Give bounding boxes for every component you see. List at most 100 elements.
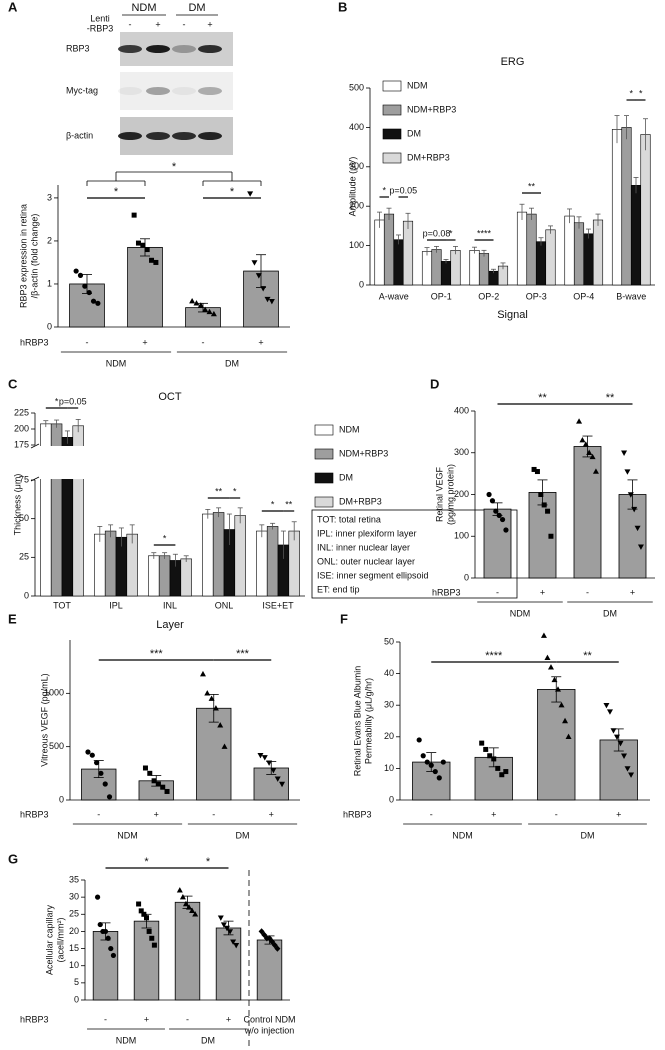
row-label: hRBP3 — [20, 337, 49, 347]
significance-label: * — [629, 88, 633, 98]
data-point — [487, 753, 493, 759]
blot-band — [172, 132, 196, 140]
y-tick-label: 0 — [389, 794, 394, 804]
control-label: Control NDM — [243, 1014, 295, 1024]
data-point — [637, 544, 644, 550]
y-tick-label: 30 — [69, 892, 79, 902]
data-point — [483, 746, 489, 752]
significance-label: * — [114, 186, 119, 198]
note: TOT: total retina — [317, 514, 381, 524]
y-tick-label: 0 — [47, 321, 52, 331]
significance-label: p=0.05 — [59, 396, 87, 406]
y-tick-label: 10 — [69, 960, 79, 970]
y-tick-label: 500 — [349, 82, 364, 92]
data-point — [266, 760, 273, 766]
significance-label: **** — [485, 650, 503, 662]
lane-label: - — [129, 19, 132, 29]
treatment-label: Lenti — [90, 13, 110, 23]
data-point — [545, 508, 551, 514]
data-point — [73, 268, 79, 274]
data-point — [206, 308, 213, 315]
data-point — [182, 900, 189, 907]
x-tick-label: + — [142, 337, 147, 347]
data-point — [621, 450, 628, 456]
legend-label: DM — [339, 472, 353, 482]
data-point — [142, 765, 148, 771]
data-point — [551, 676, 558, 683]
data-point — [420, 753, 426, 759]
bar — [573, 222, 585, 286]
data-point — [221, 743, 228, 749]
data-point — [613, 734, 620, 740]
data-point — [617, 740, 624, 747]
blot-band — [146, 87, 170, 95]
significance-label: * — [172, 161, 177, 173]
note: ONL: outer nuclear layer — [317, 556, 415, 566]
data-point — [223, 925, 230, 932]
data-point — [489, 498, 496, 504]
bar — [288, 530, 300, 597]
data-point — [266, 935, 273, 942]
data-point — [264, 296, 271, 303]
group-label: NDM — [452, 830, 473, 840]
data-point — [627, 492, 634, 498]
significance-label: * — [233, 486, 237, 496]
bar — [599, 739, 638, 801]
group-label: DM — [188, 2, 205, 14]
legend-label: NDM — [407, 80, 428, 90]
bar — [234, 515, 246, 597]
y-tick-label: 225 — [14, 407, 29, 417]
bar — [256, 530, 268, 597]
blot-band — [198, 132, 222, 140]
bar — [94, 533, 106, 597]
data-point — [582, 441, 589, 447]
data-point — [496, 512, 502, 518]
x-tick-label: OP-2 — [478, 291, 499, 301]
axis-break — [36, 446, 306, 479]
data-point — [606, 709, 613, 715]
y-axis-label: Thickness (μm) — [12, 474, 22, 536]
legend-swatch — [382, 80, 402, 92]
group-label: NDM — [106, 358, 127, 368]
legend-swatch — [314, 424, 334, 436]
y-axis-label: RBP3 expression in retina — [18, 204, 28, 308]
y-tick-label: 0 — [24, 590, 29, 600]
bar — [488, 270, 499, 286]
bar — [431, 249, 442, 286]
data-point — [233, 942, 240, 949]
data-point — [202, 306, 209, 312]
blot-band — [172, 87, 196, 95]
bar — [202, 513, 214, 597]
y-tick-label: 1 — [47, 278, 52, 288]
panel-label: F — [340, 611, 348, 626]
treatment-label: -RBP3 — [87, 23, 114, 33]
lane-label: - — [183, 19, 186, 29]
data-point — [503, 769, 509, 775]
data-point — [499, 772, 505, 778]
x-tick-label: - — [430, 809, 433, 819]
data-point — [274, 945, 281, 952]
x-tick-label: - — [555, 809, 558, 819]
data-point — [257, 753, 264, 759]
chart-title: OCT — [158, 391, 182, 403]
significance-label: ** — [538, 392, 547, 404]
bar — [640, 134, 651, 286]
data-point — [220, 922, 227, 928]
bar — [583, 233, 594, 286]
data-point — [261, 755, 268, 761]
data-point — [98, 770, 104, 776]
x-tick-label: - — [212, 809, 215, 819]
bar — [158, 555, 171, 597]
data-point — [424, 759, 430, 765]
x-tick-label: OP-1 — [431, 291, 452, 301]
blot-band — [118, 87, 142, 95]
y-tick-label: 10 — [384, 763, 394, 773]
x-tick-label: + — [540, 587, 545, 597]
panel-label: G — [8, 851, 18, 866]
y-tick-label: 30 — [384, 700, 394, 710]
data-point — [624, 766, 631, 772]
band-label: Myc-tag — [66, 85, 98, 95]
data-point — [255, 273, 262, 279]
group-label: DM — [201, 1035, 215, 1045]
bar — [537, 689, 576, 801]
